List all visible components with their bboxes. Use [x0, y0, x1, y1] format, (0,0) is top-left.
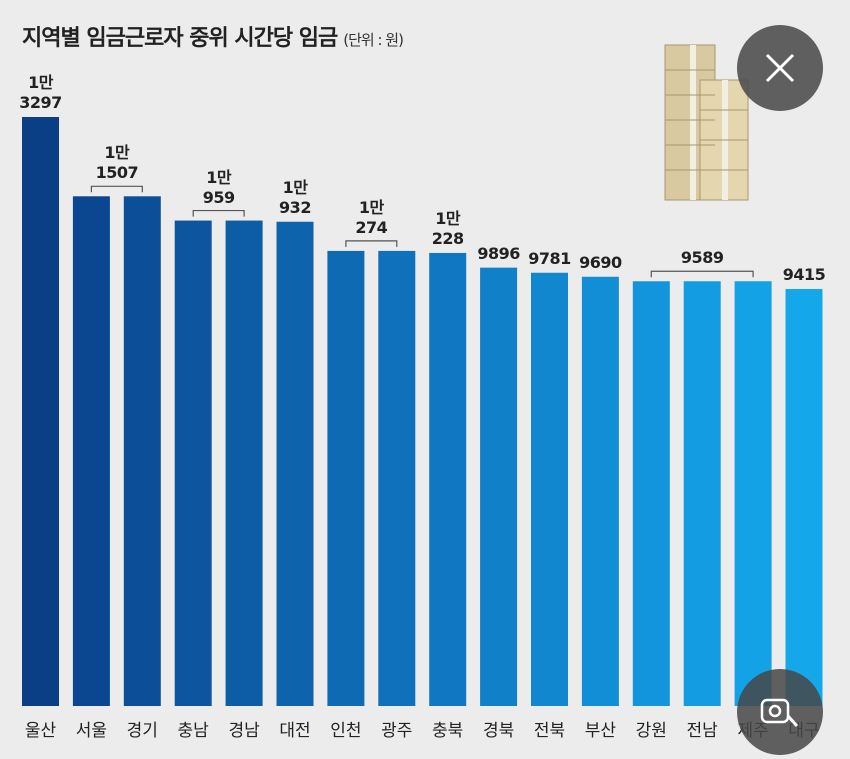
- value-label: 1만 274: [355, 197, 388, 237]
- x-tick-label: 경북: [482, 721, 515, 741]
- bar: [683, 281, 721, 706]
- value-label: 1만 3297: [19, 73, 62, 112]
- x-tick-label: 강원: [635, 721, 667, 741]
- x-tick-label: 서울: [75, 721, 108, 741]
- value-label: 9415: [782, 264, 826, 284]
- x-tick-label: 경기: [126, 721, 158, 741]
- label-bracket: [90, 185, 143, 193]
- x-tick-label: 부산: [584, 721, 617, 741]
- bar: [378, 250, 416, 706]
- bar: [72, 196, 110, 706]
- bar: [225, 220, 263, 706]
- value-label: 1만 932: [279, 177, 311, 217]
- x-tick-label: 광주: [381, 721, 413, 741]
- value-label: 9589: [680, 248, 724, 268]
- bar: [174, 220, 212, 706]
- lens-button[interactable]: [737, 669, 823, 755]
- value-label: 1만 1507: [95, 143, 139, 183]
- money-illustration: [664, 44, 749, 201]
- title-block: 지역별 임금근로자 중위 시간당 임금 (단위 : 원): [22, 20, 404, 52]
- x-tick-label: 인천: [330, 721, 362, 741]
- bar: [531, 272, 568, 706]
- bar: [480, 267, 518, 706]
- value-label: 9896: [477, 243, 520, 263]
- value-label: 9690: [579, 252, 622, 272]
- bar: [327, 250, 365, 706]
- bar: [276, 221, 314, 706]
- x-tick-label: 전남: [686, 721, 718, 741]
- label-bracket: [345, 240, 398, 247]
- chart-subtitle: (단위 : 원): [343, 31, 404, 49]
- bar: [785, 288, 823, 706]
- value-label: 1만 228: [431, 208, 464, 248]
- value-label: 9781: [528, 248, 571, 268]
- x-tick-label: 충남: [177, 721, 209, 741]
- bar: [429, 252, 467, 706]
- bar: [123, 196, 161, 706]
- chart-title: 지역별 임금근로자 중위 시간당 임금: [22, 26, 338, 51]
- bar: [734, 281, 772, 706]
- bar: [22, 117, 59, 706]
- bar: [581, 276, 619, 706]
- bar: [632, 281, 670, 706]
- x-tick-label: 울산: [24, 721, 57, 741]
- value-label: 1만 959: [202, 167, 235, 207]
- x-tick-label: 충북: [432, 721, 464, 741]
- x-tick-label: 경남: [228, 721, 260, 741]
- x-tick-label: 전북: [533, 721, 566, 741]
- close-button[interactable]: [737, 25, 823, 111]
- x-tick-label: 대전: [279, 721, 311, 741]
- label-bracket: [192, 209, 245, 217]
- label-bracket: [650, 270, 754, 278]
